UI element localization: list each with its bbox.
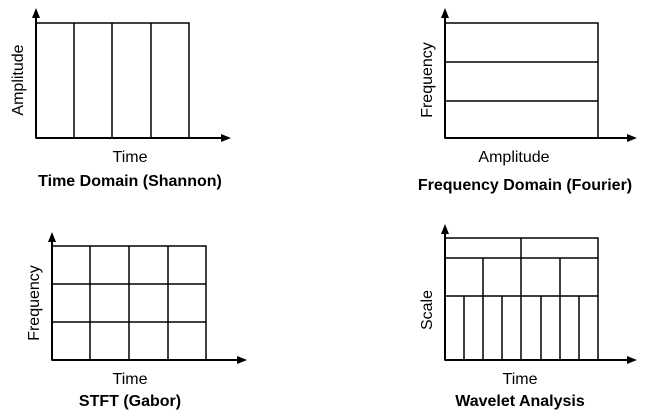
x-label: Time bbox=[113, 371, 148, 388]
stft-panel: Frequency Time STFT (Gabor) bbox=[26, 232, 247, 410]
arrow bbox=[627, 134, 637, 142]
arrow bbox=[32, 8, 40, 18]
y-label: Scale bbox=[419, 290, 436, 330]
time-domain-panel: Amplitude Time Time Domain (Shannon) bbox=[10, 8, 231, 190]
y-label: Frequency bbox=[26, 265, 43, 341]
x-label: Time bbox=[113, 149, 148, 166]
arrow bbox=[441, 8, 449, 18]
panel-title: Wavelet Analysis bbox=[455, 393, 585, 410]
panel-title: STFT (Gabor) bbox=[79, 393, 181, 410]
y-label: Amplitude bbox=[10, 44, 27, 115]
y-label: Frequency bbox=[419, 42, 436, 118]
x-label: Amplitude bbox=[478, 149, 549, 166]
arrow bbox=[627, 356, 637, 364]
panel-title: Frequency Domain (Fourier) bbox=[418, 177, 632, 194]
panel-title: Time Domain (Shannon) bbox=[38, 173, 222, 190]
arrow bbox=[441, 224, 449, 234]
box bbox=[444, 22, 599, 139]
wavelet-panel: Scale Time Wavelet Analysis bbox=[419, 224, 637, 410]
arrow bbox=[237, 356, 247, 364]
x-label: Time bbox=[503, 371, 538, 388]
arrow bbox=[48, 232, 56, 242]
arrow bbox=[221, 134, 231, 142]
frequency-domain-panel: Frequency Amplitude Frequency Domain (Fo… bbox=[418, 8, 637, 194]
